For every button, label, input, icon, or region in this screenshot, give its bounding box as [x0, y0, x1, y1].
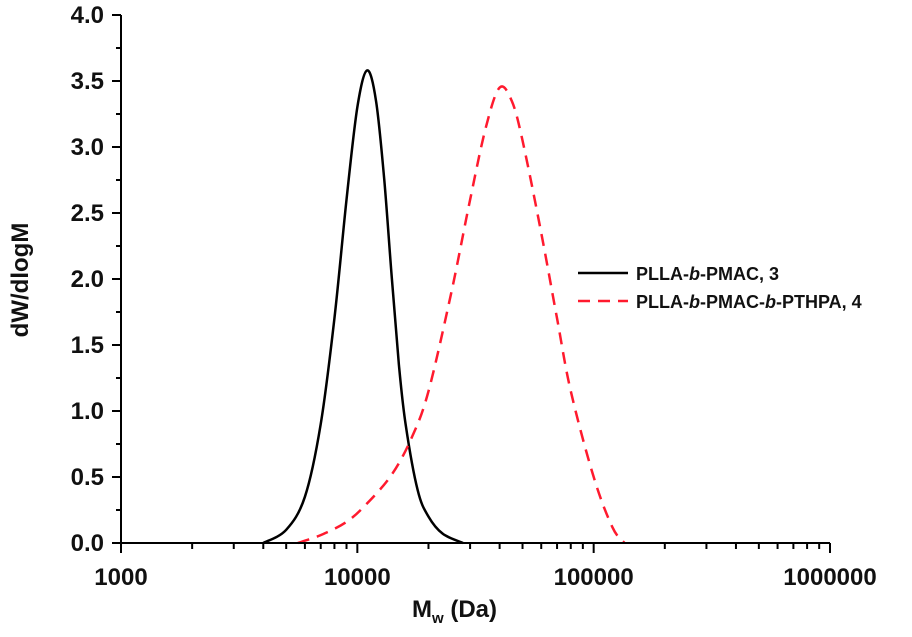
y-tick-label: 1.5: [71, 332, 104, 359]
y-tick-label: 4.0: [71, 2, 104, 29]
x-tick-label: 10000: [324, 564, 391, 591]
legend-item-series-2: PLLA-b-PMAC-b-PTHPA, 4: [578, 292, 862, 312]
legend-label-series-2: PLLA-b-PMAC-b-PTHPA, 4: [636, 292, 862, 312]
y-tick-label: 0.5: [71, 464, 104, 491]
y-tick-label: 1.0: [71, 398, 104, 425]
plot-area: [262, 69, 626, 545]
x-axis-title-main: M: [412, 596, 432, 623]
y-tick-label: 3.5: [71, 68, 104, 95]
x-axis-title: Mw (Da): [412, 596, 497, 627]
x-tick-label: 1000000: [783, 564, 876, 591]
y-tick-label: 2.5: [71, 200, 104, 227]
legend: PLLA-b-PMAC, 3 PLLA-b-PMAC-b-PTHPA, 4: [578, 264, 862, 312]
legend-label-series-1: PLLA-b-PMAC, 3: [636, 264, 779, 284]
x-ticks: 1000 10000 100000 1000000: [94, 543, 877, 591]
y-ticks: 0.0 0.5 1.0 1.5 2.0 2.5 3.0 3.5 4.0: [71, 2, 121, 557]
x-axis-title-unit: (Da): [444, 596, 497, 623]
x-axis-title-subscript: w: [431, 610, 444, 627]
series-line-plla-b-pmac: [262, 69, 464, 545]
x-tick-label: 100000: [554, 564, 634, 591]
y-tick-label: 3.0: [71, 134, 104, 161]
series-line-plla-b-pmac-b-pthpa: [297, 85, 626, 545]
y-axis-title: dW/dlogM: [7, 223, 34, 338]
axes: 0.00.51.01.52.02.53.03.54.0 1000 10000 100…: [71, 2, 877, 591]
x-tick-label: 1000: [94, 564, 147, 591]
y-tick-label: 0.0: [71, 530, 104, 557]
legend-item-series-1: PLLA-b-PMAC, 3: [578, 264, 779, 284]
y-tick-label: 2.0: [71, 266, 104, 293]
